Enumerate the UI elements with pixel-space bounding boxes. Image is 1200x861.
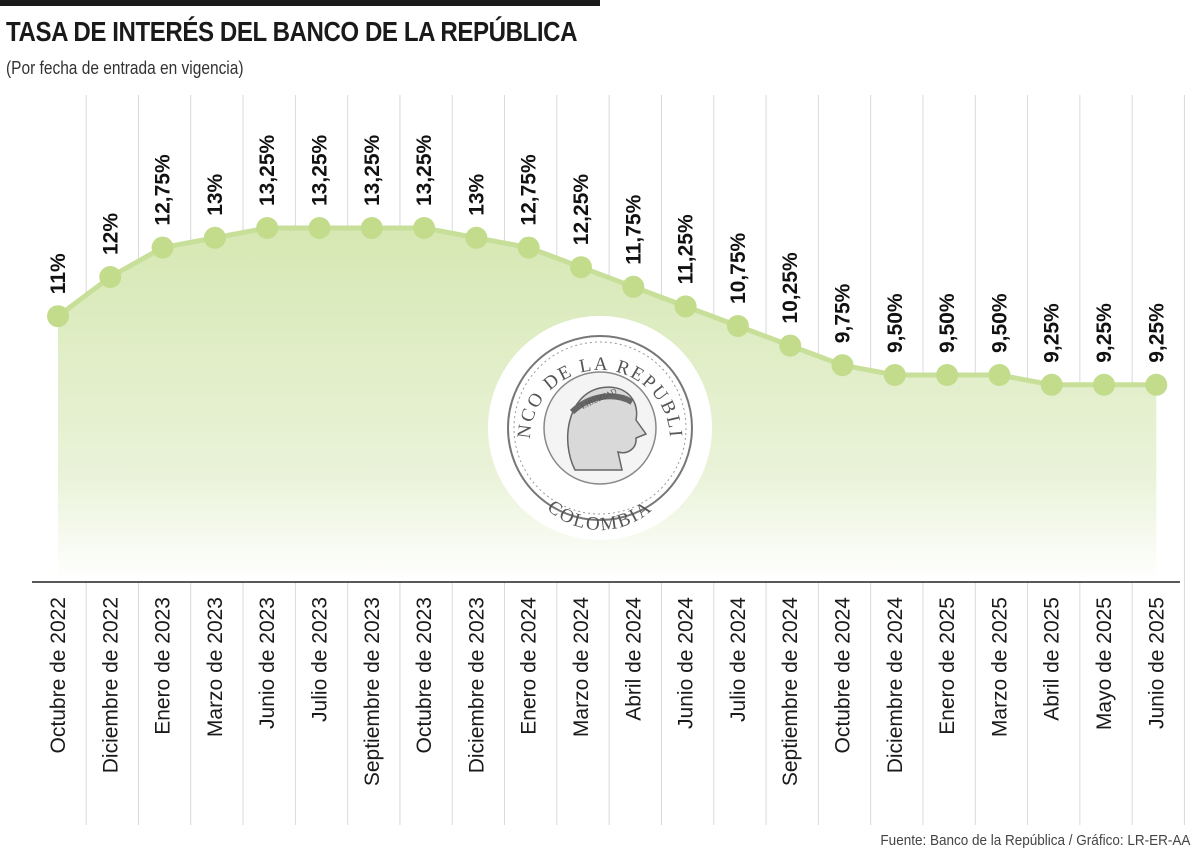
data-point: [1040, 373, 1063, 396]
data-point: [779, 334, 802, 357]
data-point: [726, 315, 749, 337]
value-label: 11%: [47, 253, 70, 294]
category-label: Octubre de 2022: [47, 597, 70, 753]
value-label: 12%: [99, 213, 122, 255]
category-label: Septiembre de 2024: [779, 597, 802, 786]
value-label: 12,75%: [518, 154, 541, 226]
category-label: Enero de 2025: [936, 597, 959, 735]
value-label: 12,25%: [570, 174, 593, 246]
category-label: Julio de 2024: [727, 597, 750, 722]
data-point: [936, 364, 959, 386]
value-label: 13,25%: [361, 134, 384, 206]
category-label: Marzo de 2023: [204, 597, 227, 737]
value-label: 11,75%: [622, 194, 645, 264]
value-label: 9,25%: [1041, 303, 1064, 363]
data-point: [1145, 373, 1168, 396]
chart-subtitle: (Por fecha de entrada en vigencia): [6, 58, 244, 78]
data-point: [308, 217, 331, 239]
value-label: 9,25%: [1145, 303, 1168, 363]
data-point: [988, 364, 1011, 386]
chart-title: TASA DE INTERÉS DEL BANCO DE LA REPÚBLIC…: [6, 16, 578, 47]
category-label: Marzo de 2025: [988, 597, 1011, 737]
category-label: Octubre de 2023: [413, 597, 436, 753]
category-label: Diciembre de 2022: [99, 597, 122, 773]
data-point: [465, 226, 488, 249]
category-label: Septiembre de 2023: [361, 597, 384, 786]
category-label: Junio de 2024: [675, 597, 698, 729]
category-label: Julio de 2023: [309, 597, 332, 722]
value-label: 13%: [204, 173, 227, 215]
category-label: Diciembre de 2024: [884, 597, 907, 774]
value-label: 9,50%: [884, 293, 907, 353]
value-labels: 11% 12% 12,75% 13% 13,25% 13,25% 13,25% 13,25% 1…: [47, 134, 1168, 362]
category-labels: Octubre de 2022 Diciembre de 2022 Enero de…: [47, 597, 1168, 786]
source-note: Fuente: Banco de la República / Gráfico:…: [880, 832, 1190, 849]
data-point: [47, 305, 69, 328]
data-point: [360, 217, 383, 239]
value-label: 13,25%: [413, 134, 436, 206]
data-point: [570, 256, 592, 279]
data-point: [517, 236, 540, 259]
category-label: Diciembre de 2023: [465, 597, 488, 773]
data-point: [674, 295, 697, 318]
data-point: [256, 217, 279, 239]
category-label: Abril de 2024: [622, 597, 645, 721]
data-point: [203, 226, 226, 249]
data-point: [831, 354, 854, 377]
series-markers: [47, 217, 1168, 396]
category-label: Mayo de 2025: [1093, 597, 1116, 730]
value-label: 10,75%: [727, 232, 750, 304]
category-label: Junio de 2025: [1145, 597, 1168, 729]
value-label: 10,25%: [779, 252, 802, 324]
value-label: 13%: [465, 173, 488, 215]
data-point: [1093, 373, 1115, 396]
top-rule: [0, 0, 600, 6]
category-label: Enero de 2023: [152, 597, 175, 735]
value-label: 12,75%: [152, 154, 175, 226]
category-label: Octubre de 2024: [832, 597, 855, 754]
series-line: [56, 225, 1157, 388]
category-label: Enero de 2024: [518, 597, 541, 735]
category-label: Junio de 2023: [256, 597, 279, 729]
value-label: 9,25%: [1093, 303, 1116, 363]
category-label: Abril de 2025: [1041, 597, 1064, 721]
value-label: 9,75%: [832, 283, 855, 343]
data-point: [99, 266, 122, 288]
value-label: 9,50%: [936, 293, 959, 353]
data-point: [413, 217, 436, 239]
value-label: 11,25%: [675, 214, 698, 284]
data-point: [622, 275, 645, 298]
data-point: [883, 364, 906, 386]
data-point: [151, 236, 174, 259]
value-label: 13,25%: [256, 134, 279, 206]
value-label: 13,25%: [309, 134, 332, 206]
category-label: Marzo de 2024: [570, 597, 593, 737]
value-label: 9,50%: [988, 293, 1011, 353]
